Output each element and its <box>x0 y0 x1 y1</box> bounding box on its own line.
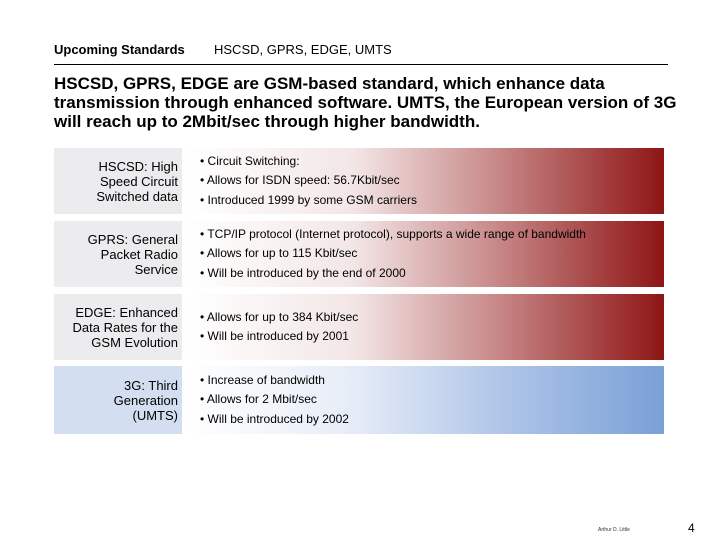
bullet-item: • Allows for ISDN speed: 56.7Kbit/sec <box>200 173 400 188</box>
bullet-item: • Increase of bandwidth <box>200 372 325 387</box>
bullet-item: • Will be introduced by the end of 2000 <box>200 265 406 280</box>
row-bullets: • Increase of bandwidth • Allows for 2 M… <box>186 366 664 434</box>
page-number: 4 <box>688 521 695 535</box>
row-bullets: • TCP/IP protocol (Internet protocol), s… <box>186 221 664 287</box>
row-bullets: • Circuit Switching: • Allows for ISDN s… <box>186 148 664 214</box>
row-label: EDGE: Enhanced Data Rates for the GSM Ev… <box>54 294 182 360</box>
footer-logo-text: Arthur D. Little <box>598 527 630 533</box>
row-3g: 3G: Third Generation (UMTS) • Increase o… <box>54 366 664 434</box>
headline: HSCSD, GPRS, EDGE are GSM-based standard… <box>54 74 677 131</box>
row-bullets: • Allows for up to 384 Kbit/sec • Will b… <box>186 294 664 360</box>
section-title: Upcoming Standards <box>54 42 185 57</box>
row-hscsd: HSCSD: High Speed Circuit Switched data … <box>54 148 664 214</box>
row-edge: EDGE: Enhanced Data Rates for the GSM Ev… <box>54 294 664 360</box>
row-label: GPRS: General Packet Radio Service <box>54 221 182 287</box>
bullet-item: • Will be introduced by 2002 <box>200 411 349 426</box>
bullet-item: • TCP/IP protocol (Internet protocol), s… <box>200 226 586 241</box>
bullet-item: • Circuit Switching: <box>200 153 300 168</box>
slide-topic: HSCSD, GPRS, EDGE, UMTS <box>214 42 392 57</box>
row-label: 3G: Third Generation (UMTS) <box>54 366 182 434</box>
bullet-item: • Allows for 2 Mbit/sec <box>200 392 317 407</box>
row-gprs: GPRS: General Packet Radio Service • TCP… <box>54 221 664 287</box>
bullet-item: • Allows for up to 384 Kbit/sec <box>200 309 359 324</box>
bullet-item: • Will be introduced by 2001 <box>200 329 349 343</box>
header-divider <box>54 64 668 65</box>
row-label: HSCSD: High Speed Circuit Switched data <box>54 148 182 214</box>
bullet-item: • Allows for up to 115 Kbit/sec <box>200 246 358 261</box>
bullet-item: • Introduced 1999 by some GSM carriers <box>200 192 417 207</box>
